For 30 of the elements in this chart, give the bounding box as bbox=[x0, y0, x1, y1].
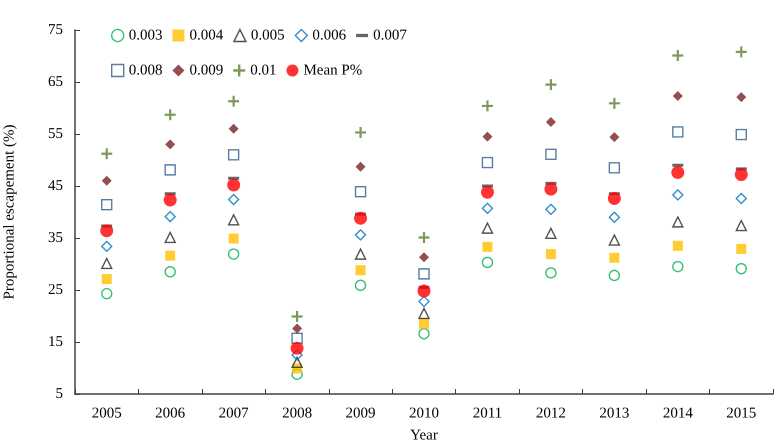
x-tick-label: 2007 bbox=[218, 406, 250, 422]
x-tick-label: 2010 bbox=[409, 406, 439, 422]
legend-label: Mean P% bbox=[303, 62, 362, 78]
x-axis-title: Year bbox=[410, 428, 438, 444]
legend-label: 0.007 bbox=[373, 28, 408, 44]
y-tick-label: 75 bbox=[48, 22, 63, 38]
legend-label: 0.009 bbox=[189, 62, 224, 78]
x-tick-label: 2012 bbox=[536, 406, 566, 422]
x-tick-label: 2009 bbox=[346, 406, 376, 422]
y-tick-label: 5 bbox=[56, 386, 63, 402]
y-tick-label: 15 bbox=[48, 334, 63, 350]
legend-label: 0.003 bbox=[128, 28, 162, 44]
y-tick-label: 35 bbox=[48, 230, 63, 246]
x-tick-label: 2011 bbox=[472, 406, 502, 422]
legend-label: 0.004 bbox=[189, 28, 224, 44]
x-tick-label: 2006 bbox=[155, 406, 186, 422]
x-tick-label: 2013 bbox=[599, 406, 630, 422]
legend-label: 0.008 bbox=[128, 62, 162, 78]
y-tick-label: 55 bbox=[48, 126, 63, 142]
y-tick-label: 65 bbox=[48, 74, 63, 90]
legend-label: 0.01 bbox=[250, 62, 276, 78]
x-tick-label: 2015 bbox=[726, 406, 756, 422]
legend-label: 0.006 bbox=[312, 28, 347, 44]
legend-label: 0.005 bbox=[250, 28, 285, 44]
x-tick-label: 2008 bbox=[282, 406, 312, 422]
y-tick-label: 25 bbox=[48, 282, 63, 298]
y-axis-title: Proportional escapement (%) bbox=[2, 124, 18, 300]
x-tick-label: 2014 bbox=[662, 406, 694, 422]
x-tick-label: 2005 bbox=[92, 406, 122, 422]
y-tick-label: 45 bbox=[48, 178, 63, 194]
